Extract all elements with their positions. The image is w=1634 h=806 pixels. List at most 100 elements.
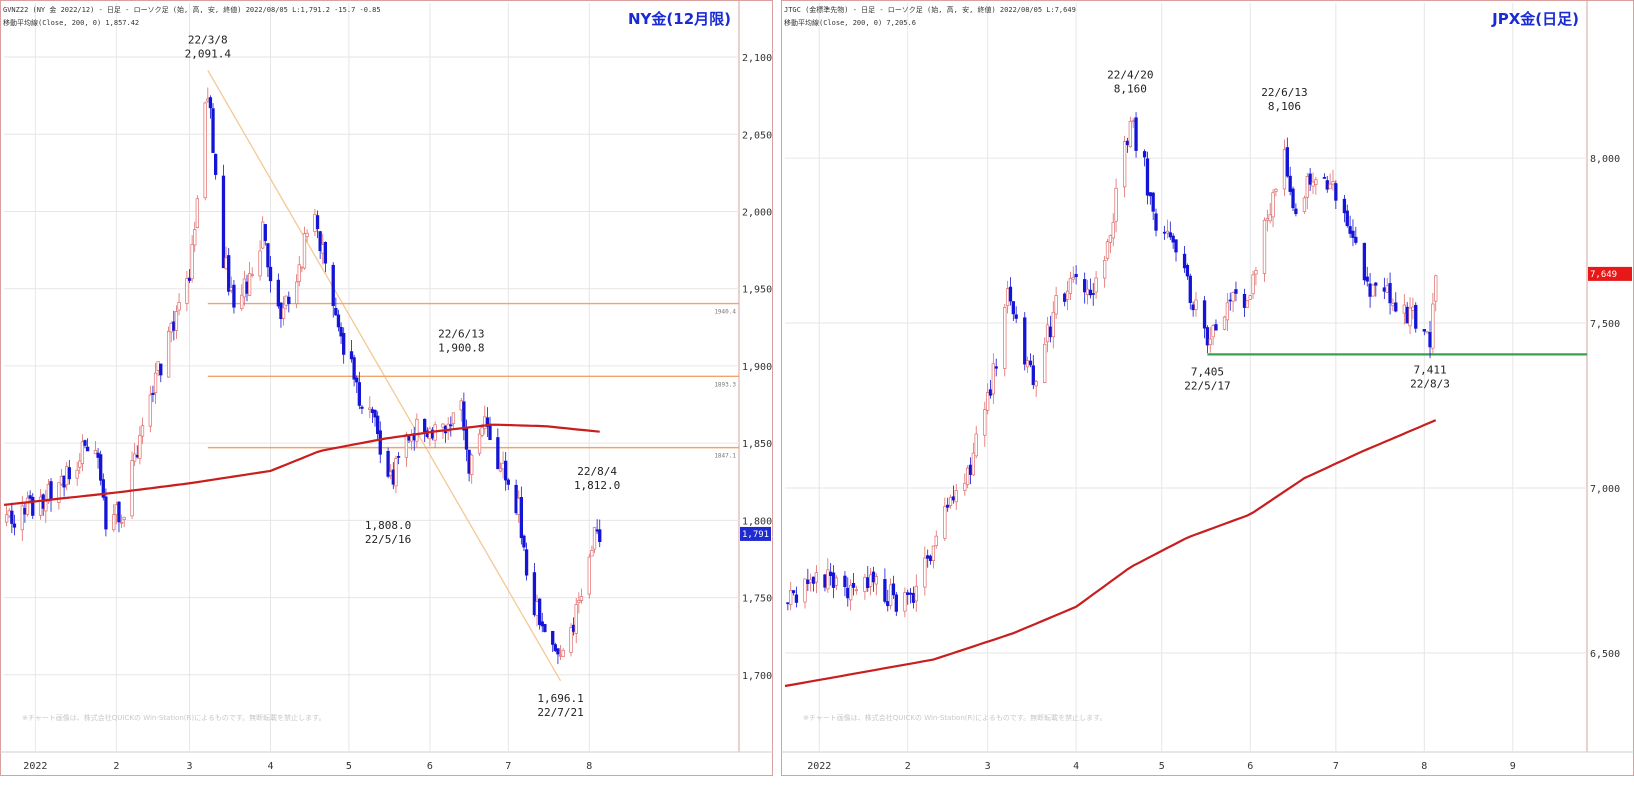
candle-up [1003,307,1007,369]
y-tick-label: 7,000 [1590,484,1620,495]
current-price-badge-bg [740,526,771,541]
candle-down [1288,175,1292,192]
candle-up [803,578,807,603]
ny-gold-chart: 1,700.0 1,750.0 1,800.0 1,850.0 1,900.0 1,950… [0,0,773,776]
candle-down [1162,231,1167,234]
candle-down [1148,192,1152,197]
candle-up [948,497,953,506]
candle-up [579,596,584,601]
candle-down [208,97,213,109]
x-tick-label: 4 [268,761,274,772]
candle-down [1134,117,1138,151]
candle-up [1122,141,1127,188]
candle-up [459,400,463,411]
candle-down [532,572,537,616]
candle-down [1091,293,1095,295]
annotation-price: 1,900.8 [438,342,484,355]
candle-up [1025,360,1030,368]
candle-up [991,363,995,395]
candle-up [868,574,873,587]
moving-average-legend: 移動平均線(Close, 200, 0) 7,205.6 [784,18,916,27]
candle-up [914,585,918,602]
candle-down [543,624,547,632]
candle-up [195,198,200,228]
price-annotation: 22/4/208,160 [1107,68,1153,95]
candle-up [148,394,152,427]
candle-up [122,516,126,520]
candle-down [551,631,555,645]
candle-up [535,601,539,616]
candle-down [462,401,466,431]
candle-up [592,527,597,550]
candle-up [281,307,286,319]
candle-down [1174,239,1178,253]
candle-down [266,243,270,268]
y-tick-label: 6,500 [1590,649,1620,660]
candle-up [1265,218,1269,221]
candle-down [1351,230,1355,238]
candle-up [888,584,893,606]
candle-down [85,446,90,452]
candle-down [67,467,71,480]
x-tick-label: 2 [113,761,119,772]
candle-up [44,501,48,512]
candle-down [1422,329,1426,332]
candle-up [1105,241,1110,259]
candle-up [1408,307,1412,327]
candle-up [966,467,970,485]
candle-up [57,482,61,503]
price-annotation: 22/6/131,900.8 [438,328,484,355]
candle-down [96,452,100,458]
candle-down [357,382,362,406]
candle-up [250,274,254,276]
candle-down [101,479,105,498]
x-tick-label: 3 [187,761,193,772]
candle-up [441,423,445,428]
panel-divider [773,0,781,806]
candle-up [1085,288,1090,295]
candle-down [1388,283,1392,304]
candle-up [480,427,484,436]
candle-up [1045,324,1050,343]
candle-up [983,409,987,436]
candle-down [211,108,215,153]
candle-down [598,529,602,543]
candle-up [1245,300,1250,308]
candle-down [1234,289,1238,294]
candle-up [954,490,958,503]
candle-down [360,406,364,409]
candle-down [263,224,267,241]
candle-up [470,454,474,475]
candle-up [428,428,432,440]
candle-down [104,496,108,530]
candle-up [297,264,301,282]
candle-down [135,455,139,458]
candle-up [903,592,907,612]
candle-up [242,278,247,298]
candle-up [1431,303,1435,349]
candle-up [130,460,134,517]
candle-down [1202,300,1207,329]
candle-up [1231,292,1235,302]
candle-up [1328,183,1332,190]
price-axis: 6,500 7,000 7,500 8,000 [785,154,1620,660]
candle-up [826,569,830,590]
candle-down [62,475,66,488]
candle-down [1291,188,1295,209]
candle-up [943,506,947,539]
candle-up [153,372,158,393]
candle-down [926,555,930,559]
candle-up [140,425,145,437]
candle-down [352,357,356,380]
candle-up [240,294,244,309]
candle-down [1125,140,1130,146]
candle-up [93,450,98,455]
annotation-date: 22/6/13 [438,328,484,341]
candle-down [331,264,335,307]
candle-down [172,321,176,331]
y-tick-label: 2,100.0 [742,53,773,64]
candle-up [119,521,124,524]
candle-down [28,495,32,499]
price-axis: 1,700.0 1,750.0 1,800.0 1,850.0 1,900.0 1,950… [4,53,773,682]
candle-up [848,584,853,601]
